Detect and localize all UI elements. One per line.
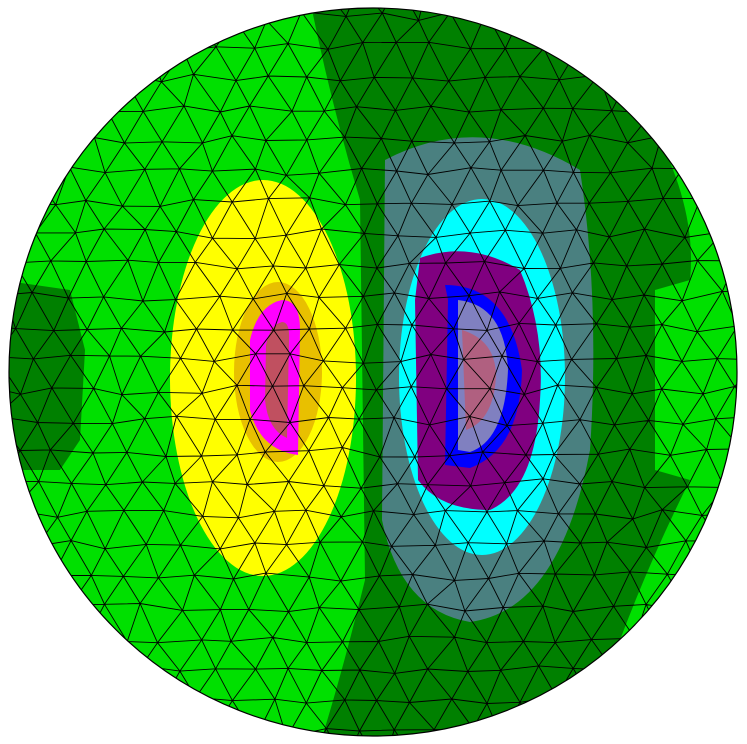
domain-boundary bbox=[8, 7, 738, 737]
region-core-red bbox=[265, 322, 290, 438]
region-core bbox=[462, 330, 496, 430]
region-dark-green-left bbox=[9, 280, 85, 470]
